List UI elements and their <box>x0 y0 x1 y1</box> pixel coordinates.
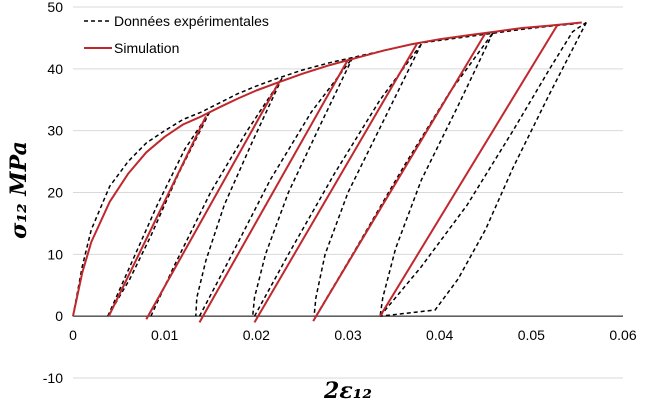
experimental-unload-curve <box>380 22 587 317</box>
experimental-reload-curve <box>198 57 354 317</box>
experimental-envelope-line <box>72 22 578 317</box>
experimental-reload-curve <box>379 21 587 317</box>
experimental-reload-curve <box>107 111 211 317</box>
y-tick-label: 20 <box>47 185 63 201</box>
simulation-unload-line <box>145 81 281 320</box>
x-tick-labels: 0 0.01 0.02 0.03 0.04 0.05 0.06 <box>69 327 637 343</box>
y-tick-label: 30 <box>47 123 63 139</box>
y-tick-label: 50 <box>47 0 63 15</box>
simulation-unload-line <box>107 115 207 317</box>
x-axis-title: 2ε₁₂ <box>323 378 372 404</box>
x-tick-label: 0.04 <box>426 327 453 343</box>
experimental-unload-curve <box>251 57 354 317</box>
simulation-unload-line <box>312 32 487 322</box>
experimental-reload-curve <box>253 43 422 317</box>
series-simulation <box>72 21 582 323</box>
series-experimental <box>72 21 587 317</box>
gridlines <box>73 6 623 379</box>
simulation-unload-line <box>253 43 418 323</box>
x-tick-label: 0 <box>69 327 77 343</box>
simulation-unload-line <box>379 25 558 317</box>
experimental-unload-curve <box>379 32 494 317</box>
simulation-unload-line <box>198 59 349 323</box>
x-tick-label: 0.05 <box>518 327 545 343</box>
experimental-unload-curve <box>195 77 283 317</box>
simulation-envelope-line <box>72 21 582 317</box>
legend-label-experimental: Données expérimentales <box>114 13 269 29</box>
y-tick-label: 40 <box>47 61 63 77</box>
x-tick-label: 0.02 <box>243 327 270 343</box>
legend-label-simulation: Simulation <box>114 40 179 56</box>
legend: Données expérimentales Simulation <box>84 13 269 56</box>
y-tick-label: -10 <box>43 370 63 386</box>
x-tick-label: 0.01 <box>151 327 178 343</box>
x-tick-label: 0.06 <box>609 327 636 343</box>
y-axis-title: σ₁₂ MPa <box>6 141 32 239</box>
experimental-unload-curve <box>313 43 422 317</box>
y-tick-label: 0 <box>55 308 63 324</box>
y-tick-labels: -10 0 10 20 30 40 50 <box>43 0 63 386</box>
x-tick-label: 0.03 <box>334 327 361 343</box>
y-tick-label: 10 <box>47 246 63 262</box>
